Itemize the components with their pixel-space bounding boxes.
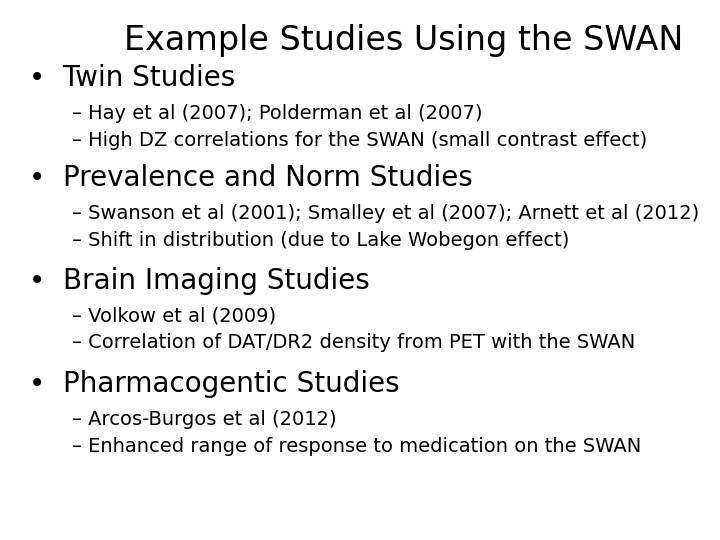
Text: Example Studies Using the SWAN: Example Studies Using the SWAN xyxy=(124,24,683,57)
Text: – Swanson et al (2001); Smalley et al (2007); Arnett et al (2012): – Swanson et al (2001); Smalley et al (2… xyxy=(72,204,699,223)
Text: – Arcos-Burgos et al (2012): – Arcos-Burgos et al (2012) xyxy=(72,410,337,429)
Text: •  Prevalence and Norm Studies: • Prevalence and Norm Studies xyxy=(29,164,472,192)
Text: – High DZ correlations for the SWAN (small contrast effect): – High DZ correlations for the SWAN (sma… xyxy=(72,131,647,150)
Text: •  Twin Studies: • Twin Studies xyxy=(29,64,235,92)
Text: •  Brain Imaging Studies: • Brain Imaging Studies xyxy=(29,267,369,295)
Text: – Enhanced range of response to medication on the SWAN: – Enhanced range of response to medicati… xyxy=(72,437,642,456)
Text: – Correlation of DAT/DR2 density from PET with the SWAN: – Correlation of DAT/DR2 density from PE… xyxy=(72,333,635,353)
Text: – Hay et al (2007); Polderman et al (2007): – Hay et al (2007); Polderman et al (200… xyxy=(72,104,482,123)
Text: – Volkow et al (2009): – Volkow et al (2009) xyxy=(72,306,276,326)
Text: – Shift in distribution (due to Lake Wobegon effect): – Shift in distribution (due to Lake Wob… xyxy=(72,231,570,250)
Text: •  Pharmacogentic Studies: • Pharmacogentic Studies xyxy=(29,370,400,399)
